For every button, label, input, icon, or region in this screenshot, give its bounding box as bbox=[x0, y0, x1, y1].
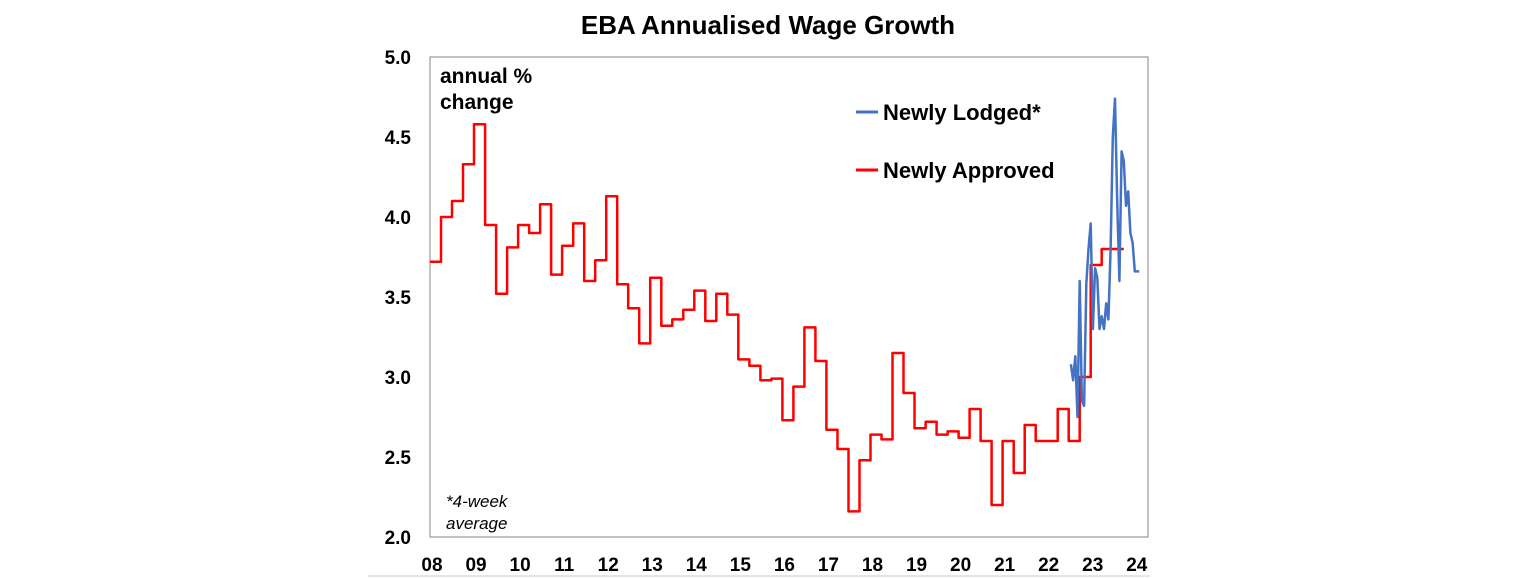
legend-item-newly-approved: Newly Approved bbox=[856, 158, 1055, 183]
x-tick-label: 22 bbox=[1038, 555, 1059, 576]
series-layer bbox=[430, 97, 1140, 513]
unit-label-line-2: change bbox=[440, 91, 514, 114]
x-tick-label: 14 bbox=[686, 555, 708, 576]
x-tick-label: 10 bbox=[510, 555, 531, 576]
series-line-newly-approved bbox=[430, 122, 1124, 513]
y-tick-label: 2.0 bbox=[385, 528, 411, 549]
y-axis-ticks: 2.0 2.5 3.0 3.5 4.0 4.5 5.0 bbox=[385, 48, 412, 549]
x-tick-label: 18 bbox=[862, 555, 883, 576]
x-tick-label: 24 bbox=[1126, 555, 1148, 576]
series-line-newly-lodged bbox=[1069, 97, 1140, 419]
x-tick-label: 17 bbox=[818, 555, 839, 576]
footnote-line-2: average bbox=[446, 514, 507, 533]
legend: Newly Lodged* Newly Approved bbox=[856, 100, 1055, 183]
unit-label-line-1: annual % bbox=[440, 65, 533, 88]
y-tick-label: 4.0 bbox=[385, 208, 411, 229]
y-tick-label: 5.0 bbox=[385, 48, 411, 69]
legend-label-newly-lodged: Newly Lodged* bbox=[883, 100, 1041, 125]
x-axis-ticks: 08 09 10 11 12 13 14 15 16 17 18 19 20 21 22 23 24 bbox=[421, 555, 1147, 576]
y-tick-label: 3.0 bbox=[385, 368, 411, 389]
x-tick-label: 19 bbox=[906, 555, 927, 576]
y-tick-label: 2.5 bbox=[385, 448, 412, 469]
legend-label-newly-approved: Newly Approved bbox=[883, 158, 1055, 183]
x-tick-label: 16 bbox=[774, 555, 795, 576]
footnote-line-1: *4-week bbox=[446, 492, 509, 511]
x-tick-label: 09 bbox=[465, 555, 486, 576]
unit-label: annual % change bbox=[440, 65, 538, 114]
legend-item-newly-lodged: Newly Lodged* bbox=[856, 100, 1041, 125]
footnote: *4-week average bbox=[446, 492, 512, 533]
x-tick-label: 15 bbox=[730, 555, 752, 576]
x-tick-label: 08 bbox=[421, 555, 442, 576]
y-tick-label: 3.5 bbox=[385, 288, 412, 309]
x-tick-label: 12 bbox=[598, 555, 619, 576]
y-tick-label: 4.5 bbox=[385, 128, 412, 149]
x-tick-label: 13 bbox=[642, 555, 663, 576]
x-tick-label: 23 bbox=[1082, 555, 1103, 576]
chart-title: EBA Annualised Wage Growth bbox=[581, 10, 955, 40]
x-tick-label: 21 bbox=[994, 555, 1016, 576]
x-tick-label: 20 bbox=[950, 555, 971, 576]
plot-frame bbox=[429, 56, 1149, 538]
x-tick-label: 11 bbox=[554, 555, 575, 576]
